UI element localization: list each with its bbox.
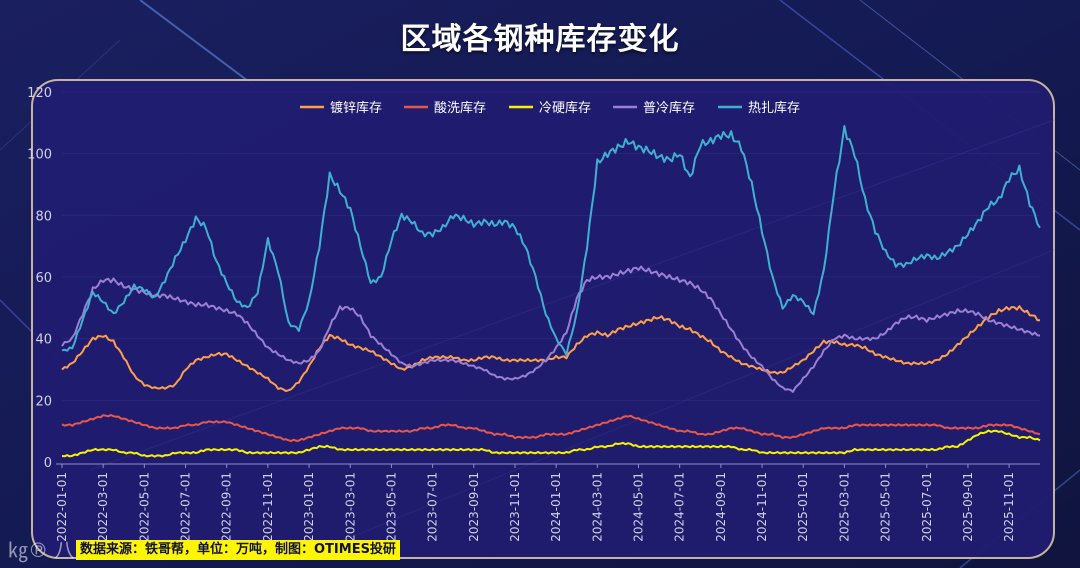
x-tick-label: 2025-03-01 (837, 472, 851, 542)
x-tick-label: 2025-09-01 (961, 472, 975, 542)
y-tick-label: 0 (44, 456, 52, 471)
y-tick-label: 40 (35, 333, 52, 348)
x-tick-label: 2025-07-01 (920, 472, 934, 542)
y-tick-label: 60 (35, 271, 52, 286)
legend-item-label: 普冷库存 (643, 100, 695, 116)
watermark-logo: ㎏℗ 八 (8, 538, 75, 562)
legend-item-label: 热扎库存 (748, 100, 800, 116)
x-tick-label: 2022-01-01 (55, 472, 69, 542)
series-line-1 (61, 414, 1041, 442)
x-tick-label: 2023-09-01 (467, 472, 481, 542)
x-tick-label: 2022-09-01 (220, 472, 234, 542)
data-source-note: 数据来源：铁哥帮，单位：万吨，制图：OTIMES投研 (76, 540, 400, 560)
chart-title: 区域各钢种库存变化 (400, 22, 680, 57)
x-tick-label: 2022-07-01 (179, 472, 193, 542)
x-tick-label: 2024-03-01 (590, 472, 604, 542)
x-tick-label: 2022-11-01 (261, 472, 275, 542)
x-tick-label: 2023-01-01 (302, 472, 316, 542)
y-tick-label: 20 (35, 394, 52, 409)
x-tick-label: 2025-11-01 (1002, 472, 1016, 542)
x-tick-label: 2024-07-01 (673, 472, 687, 542)
series-line-2 (61, 429, 1041, 458)
legend-item-label: 冷硬库存 (539, 100, 591, 116)
series-line-4 (61, 125, 1041, 357)
x-tick-label: 2024-05-01 (632, 472, 646, 542)
series-line-0 (61, 305, 1041, 392)
legend-item-label: 酸洗库存 (434, 100, 486, 116)
x-tick-label: 2023-11-01 (508, 472, 522, 542)
x-tick-label: 2022-03-01 (96, 472, 110, 542)
x-tick-label: 2023-07-01 (426, 472, 440, 542)
series-line-3 (61, 265, 1041, 393)
x-tick-label: 2025-01-01 (796, 472, 810, 542)
series-lines (61, 125, 1041, 458)
x-tick-label: 2023-03-01 (343, 472, 357, 542)
legend-item-label: 镀锌库存 (330, 100, 382, 116)
legend[interactable]: 镀锌库存 酸洗库存 冷硬库存 普冷库存 热扎库存 (300, 100, 800, 116)
y-tick-label: 120 (27, 86, 52, 101)
y-axis: 0 20 40 60 80 100 120 (27, 86, 52, 471)
x-tick-label: 2024-11-01 (755, 472, 769, 542)
x-tick-label: 2025-05-01 (879, 472, 893, 542)
y-tick-label: 80 (35, 209, 52, 224)
x-tick-label: 2022-05-01 (137, 472, 151, 542)
x-axis: 2022-01-01 2022-03-01 2022-05-01 2022-07-01… (55, 463, 1040, 542)
x-tick-label: 2024-01-01 (549, 472, 563, 542)
x-tick-label: 2024-09-01 (714, 472, 728, 542)
y-tick-label: 100 (27, 148, 52, 163)
x-tick-label: 2023-05-01 (384, 472, 398, 542)
